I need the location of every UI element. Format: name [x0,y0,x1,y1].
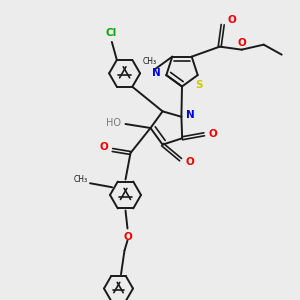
Text: CH₃: CH₃ [142,57,157,66]
Text: HO: HO [106,118,121,128]
Text: S: S [195,80,202,90]
Text: Cl: Cl [105,28,116,38]
Text: O: O [99,142,108,152]
Text: CH₃: CH₃ [74,175,88,184]
Text: O: O [237,38,246,48]
Text: O: O [123,232,132,242]
Text: O: O [185,157,194,166]
Text: N: N [152,68,161,78]
Text: O: O [227,15,236,25]
Text: N: N [186,110,195,120]
Text: O: O [209,129,218,139]
